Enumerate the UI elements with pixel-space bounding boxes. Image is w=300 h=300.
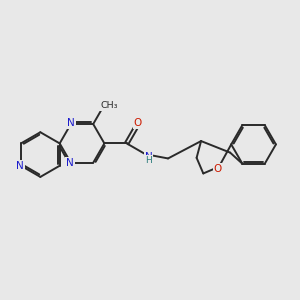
Text: CH₃: CH₃	[100, 101, 118, 110]
Text: N: N	[66, 158, 74, 168]
Text: N: N	[145, 152, 152, 162]
Text: O: O	[214, 164, 222, 174]
Text: H: H	[145, 156, 152, 165]
Text: N: N	[16, 161, 24, 171]
Text: O: O	[134, 118, 142, 128]
Text: N: N	[67, 118, 75, 128]
